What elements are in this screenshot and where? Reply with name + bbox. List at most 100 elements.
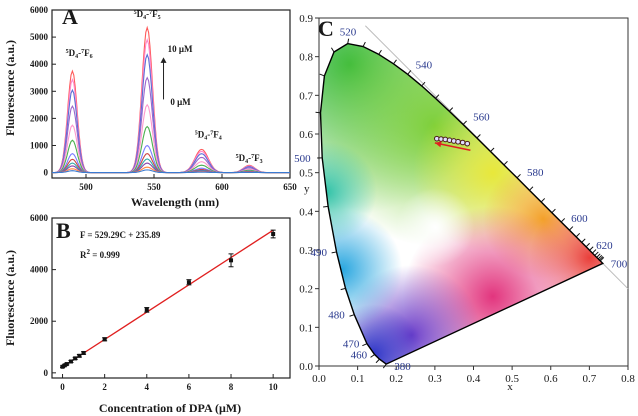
panel-b-r2-value: = 0.999 <box>90 250 120 260</box>
cie-locus-tick <box>462 120 467 125</box>
cie-locus-tick <box>585 242 590 248</box>
panel-a-conc-arrowhead <box>160 57 167 63</box>
panel-a-peak-label-part: 4 <box>204 135 207 141</box>
panel-b-r2-sup: 2 <box>87 248 91 256</box>
panel-a-peak-label-part: 4 <box>219 135 222 141</box>
cie-locus-tick <box>347 38 350 44</box>
panel-b-point-0 <box>60 364 65 369</box>
panel-c-ytick-label: 0.6 <box>299 129 313 141</box>
cie-wavelength-label-500: 500 <box>294 153 311 165</box>
cie-points-group <box>434 135 471 147</box>
panel-a-peak-label-part: 6 <box>90 54 93 60</box>
cie-locus-tick <box>349 314 355 317</box>
panel-c-xtick-label: 0.0 <box>312 373 326 385</box>
panel-a-peak-label-part: - <box>78 48 81 58</box>
panel-b-point-9 <box>186 280 191 285</box>
panel-b-letter: B <box>56 218 71 243</box>
cie-locus-tick <box>592 249 597 254</box>
panel-c-xtick-label: 0.7 <box>583 373 597 385</box>
cie-arrow-head <box>434 141 442 148</box>
cie-locus-tick <box>599 256 604 261</box>
panel-a-ytick-label: 5000 <box>30 32 49 42</box>
panel-a-peak-label-part: F <box>213 129 219 139</box>
panel-b-ytick-label: 6000 <box>30 213 49 223</box>
panel-b-point-4 <box>73 356 78 361</box>
panel-b-xtick-label: 2 <box>102 382 107 392</box>
cie-locus-tick <box>315 111 321 114</box>
panel-a-peak-label-part: 5 <box>158 15 161 21</box>
panel-b-xtick-label: 10 <box>269 382 279 392</box>
cie-locus-tick <box>378 49 382 55</box>
cie-color-blob <box>320 209 403 330</box>
panel-b-point-1 <box>62 363 67 368</box>
panel-c-xlabel: x <box>507 381 513 393</box>
cie-locus-tick <box>599 257 605 262</box>
cie-locus-outline <box>319 42 605 365</box>
panel-a-peak-label-1: 5D4-7F5 <box>134 9 161 21</box>
panel-a-ytick-label: 3000 <box>30 86 49 96</box>
cie-locus-tick <box>331 251 337 254</box>
cie-locus-tick <box>597 255 603 260</box>
panel-a-series-5 <box>52 125 290 174</box>
cie-point-5 <box>455 138 461 145</box>
panel-a-series-group <box>51 25 290 174</box>
cie-locus-tick <box>375 358 380 364</box>
panel-c-ytick-label: 0.8 <box>299 52 313 64</box>
panel-c-xtick-label: 0.3 <box>428 373 442 385</box>
panel-c-ytick-label: 0.9 <box>299 13 313 25</box>
cie-point-7 <box>464 140 471 147</box>
cie-wavelength-label-470: 470 <box>343 339 360 351</box>
panel-c-xtick-label: 0.1 <box>351 373 365 385</box>
panel-b-points-group <box>60 229 276 369</box>
panel-c-ytick-label: 0.3 <box>299 245 313 257</box>
panel-c-xtick-label: 0.6 <box>544 373 558 385</box>
cie-locus-tick <box>421 81 426 87</box>
cie-locus-tick <box>435 94 440 99</box>
panel-a-peak-label-2: 5D4-7F4 <box>195 129 222 141</box>
panel-c-xtick-label: 0.4 <box>467 373 481 385</box>
panel-a-xtick-label: 550 <box>147 182 161 192</box>
panel-a-conc-bottom: 0 μM <box>170 97 191 107</box>
panel-a-xtick-label: 650 <box>283 182 297 192</box>
cie-locus-tick <box>319 73 325 77</box>
panel-c-ytick-label: 0.2 <box>299 284 313 296</box>
panel-c-chart: 0.0 0.1 0.2 0.3 0.4 0.5 0.6 0.7 0.8 0.0 0.1 0.2 0.3 0… <box>294 13 635 393</box>
cie-locus-tick <box>575 232 581 238</box>
cie-wavelength-label-380: 380 <box>394 361 411 373</box>
panel-b-ytick-label: 4000 <box>30 265 49 275</box>
panel-a-peak-label-part: D <box>239 153 246 163</box>
panel-a-xlabel: Wavelength (nm) <box>131 195 219 209</box>
cie-wavelength-label-620: 620 <box>596 240 613 252</box>
panel-a-ytick-label: 4000 <box>30 59 49 69</box>
panel-b-axes: 0 2 4 6 8 10 0 2000 4000 6000 <box>30 213 291 392</box>
cie-wavelength-label-490: 490 <box>311 247 328 259</box>
panel-c-ytick-label: 0.0 <box>299 361 313 373</box>
panel-b-xtick-label: 4 <box>145 382 150 392</box>
panel-c-xtick-label: 0.8 <box>621 373 635 385</box>
cie-locus-tick <box>594 251 599 256</box>
panel-b-point-6 <box>81 350 86 355</box>
panel-a-peak-label-part: F <box>84 48 90 58</box>
panel-a-conc-top: 10 μM <box>168 44 193 54</box>
panel-a-peak-label-part: 7 <box>81 49 84 55</box>
panel-a-chart: 500 550 600 650 0 1000 2000 3000 4000 5000 6000 10… <box>3 4 297 209</box>
panel-a-peak-label-part: D <box>198 129 205 139</box>
cie-locus-tick <box>476 134 481 139</box>
cie-wavelength-label-540: 540 <box>416 59 433 71</box>
panel-b-xtick-label: 6 <box>187 382 192 392</box>
panel-b-point-10 <box>229 258 234 263</box>
panel-a-letter: A <box>62 4 78 29</box>
panel-b-chart: 0 2 4 6 8 10 0 2000 4000 6000 B F = 529.29C + 235… <box>3 213 291 415</box>
panel-a-peak-label-part: D <box>69 48 76 58</box>
cie-trend-arrow <box>434 141 471 152</box>
panel-c-ytick-label: 0.7 <box>299 90 313 102</box>
panel-c-ylabel: y <box>304 183 310 195</box>
panel-a-peak-label-part: 4 <box>245 159 248 165</box>
cie-point-6 <box>459 139 466 146</box>
panel-b-ylabel: Fluorescence (a.u.) <box>3 250 17 346</box>
cie-wavelength-label-700: 700 <box>611 258 628 270</box>
cie-locus-tick <box>529 186 534 191</box>
cie-locus-tick <box>503 160 508 166</box>
